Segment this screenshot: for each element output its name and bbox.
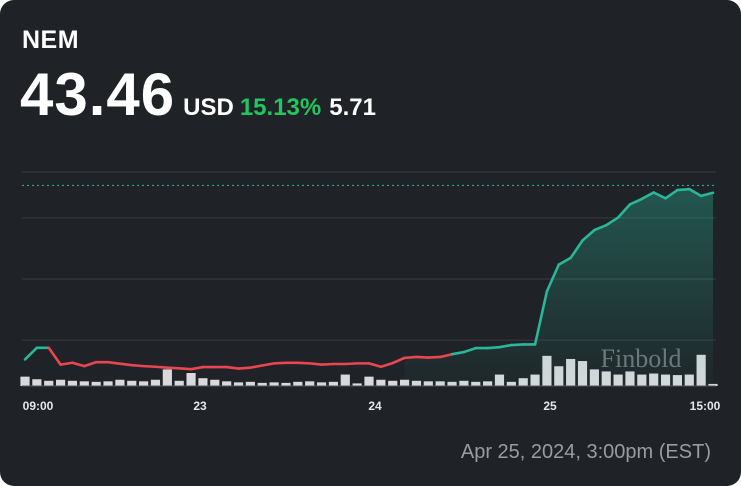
volume-bar — [293, 381, 303, 386]
price-segment — [237, 366, 252, 370]
price-segment — [47, 346, 62, 366]
price-segment — [59, 361, 74, 366]
price-segment — [177, 366, 193, 371]
price-segment — [272, 361, 288, 365]
current-price: 43.46 — [20, 61, 176, 128]
price-segment — [71, 361, 86, 368]
price-segment — [189, 365, 205, 371]
price-segment — [427, 355, 442, 359]
volume-bar — [316, 382, 327, 386]
volume-bar — [328, 381, 339, 386]
volume-bar — [150, 379, 161, 386]
volume-bar — [281, 382, 291, 386]
volume-bar — [352, 383, 362, 386]
volume-bar — [79, 381, 89, 386]
price-segment — [142, 364, 157, 369]
price-segment — [296, 361, 311, 365]
x-tick-label: 23 — [193, 399, 207, 413]
volume-bar — [245, 381, 255, 386]
volume-bar — [115, 379, 125, 386]
ticker-symbol: NEM — [22, 26, 80, 54]
volume-bar — [44, 380, 54, 386]
price-segment — [343, 362, 359, 366]
price-segment — [676, 187, 691, 192]
price-segment — [403, 355, 418, 360]
volume-bar — [233, 382, 244, 386]
price-segment — [225, 365, 240, 370]
volume-bar — [139, 381, 149, 386]
price-segment — [249, 364, 264, 369]
volume-bar — [388, 380, 398, 386]
price-segment — [533, 289, 549, 346]
price-segment — [450, 350, 466, 356]
volume-bar — [67, 380, 78, 386]
price-segment — [604, 216, 620, 227]
price-segment — [379, 361, 395, 369]
price-segment — [83, 360, 98, 368]
price-area — [404, 189, 713, 386]
volume-bar — [55, 379, 66, 386]
price-segment — [652, 191, 667, 200]
price-segment — [260, 362, 276, 367]
change-percent: 15.13% — [239, 94, 322, 121]
volume-bar — [222, 381, 232, 386]
volume-bar — [210, 379, 220, 386]
volume-bar — [305, 381, 315, 386]
x-tick-label: 15:00 — [690, 399, 721, 413]
price-segment — [581, 228, 596, 242]
price-segment — [664, 188, 679, 200]
price-segment — [486, 345, 501, 350]
volume-bar — [364, 376, 374, 386]
price-segment — [308, 362, 323, 366]
price-segment — [616, 203, 632, 219]
price-segment — [166, 366, 181, 370]
volume-bar — [174, 380, 184, 386]
quote-row: 43.46 USD 15.13% 5.71 — [20, 60, 376, 129]
price-segment — [557, 256, 572, 266]
price-segment — [130, 363, 145, 368]
price-segment — [154, 365, 169, 369]
volume-bar — [198, 378, 208, 386]
price-segment — [462, 346, 478, 354]
price-segment — [415, 355, 430, 359]
price-segment — [367, 362, 383, 369]
volume-bar — [91, 381, 101, 386]
price-segment — [391, 356, 406, 365]
volume-bar — [20, 376, 30, 386]
price-segment — [687, 187, 703, 198]
price-segment — [498, 343, 513, 349]
volume-bar — [340, 374, 350, 386]
x-tick-label: 09:00 — [23, 399, 54, 413]
timestamp: Apr 25, 2024, 3:00pm (EST) — [460, 441, 711, 463]
x-tick-label: 25 — [543, 399, 557, 413]
price-segment — [699, 191, 715, 198]
volume-bar — [376, 379, 386, 386]
price-segment — [628, 197, 644, 206]
price-segment — [23, 346, 39, 361]
volume-bar — [127, 380, 137, 386]
price-segment — [593, 223, 608, 232]
price-segment — [106, 360, 122, 365]
price-segment — [640, 191, 655, 201]
change-value: 5.71 — [329, 94, 376, 121]
price-segment — [438, 352, 454, 359]
price-segment — [545, 263, 561, 293]
volume-bar — [162, 369, 172, 386]
volume-bar — [186, 373, 196, 386]
volume-bar — [257, 382, 267, 386]
volume-bar — [103, 381, 113, 386]
price-segment — [569, 239, 584, 260]
currency-label: USD — [183, 94, 234, 121]
price-segment — [510, 343, 525, 347]
volume-bar — [32, 379, 42, 386]
volume-bar — [269, 382, 279, 386]
x-tick-label: 24 — [368, 399, 382, 413]
price-segment — [118, 362, 134, 367]
price-segment — [320, 362, 335, 366]
